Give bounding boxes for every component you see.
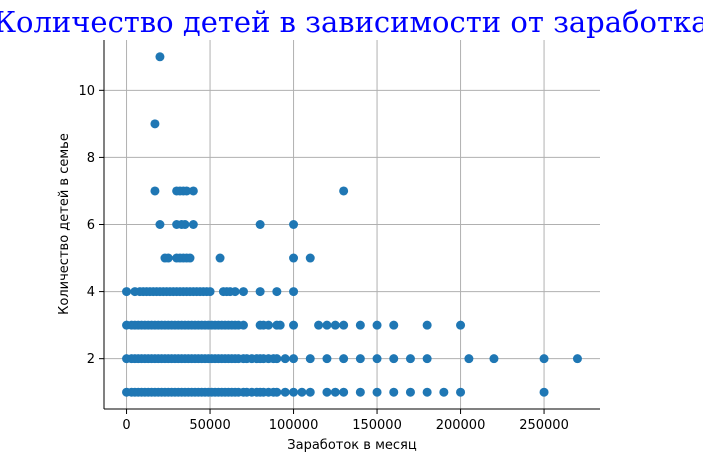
scatter-point xyxy=(330,387,340,397)
scatter-point xyxy=(155,52,165,62)
scatter-point xyxy=(314,320,324,330)
scatter-point xyxy=(188,220,198,229)
x-tick-label: 250000 xyxy=(519,418,569,433)
scatter-point xyxy=(163,253,173,263)
scatter-point xyxy=(230,287,240,297)
scatter-point xyxy=(289,287,299,297)
scatter-point xyxy=(205,287,215,297)
y-tick-label: 8 xyxy=(87,151,95,166)
scatter-point xyxy=(422,387,432,397)
scatter-point xyxy=(456,387,466,397)
x-tick-label: 0 xyxy=(122,418,130,433)
scatter-point xyxy=(464,354,474,364)
scatter-point xyxy=(180,220,190,229)
scatter-point xyxy=(182,186,192,196)
scatter-point xyxy=(339,186,349,196)
scatter-point xyxy=(215,253,225,263)
scatter-point xyxy=(355,320,365,330)
scatter-point xyxy=(339,320,349,330)
scatter-point xyxy=(405,387,415,397)
scatter-point xyxy=(355,354,365,364)
scatter-point xyxy=(322,354,332,364)
scatter-point xyxy=(372,387,382,397)
scatter-point xyxy=(456,320,466,330)
scatter-point xyxy=(389,354,399,364)
scatter-point xyxy=(355,387,365,397)
scatter-point xyxy=(405,354,415,364)
y-axis-label: Количество детей в семье xyxy=(57,133,72,315)
scatter-point xyxy=(238,320,248,330)
scatter-point xyxy=(289,253,299,263)
scatter-point xyxy=(289,320,299,330)
scatter-point xyxy=(322,320,332,330)
scatter-point xyxy=(372,354,382,364)
scatter-point xyxy=(297,387,307,397)
scatter-point xyxy=(272,287,282,297)
y-tick-label: 2 xyxy=(87,352,95,367)
scatter-point xyxy=(422,354,432,364)
scatter-point xyxy=(255,220,265,229)
scatter-point xyxy=(289,220,299,229)
scatter-point xyxy=(339,354,349,364)
x-tick-label: 150000 xyxy=(352,418,402,433)
scatter-point xyxy=(539,354,549,364)
scatter-point xyxy=(539,387,549,397)
scatter-point xyxy=(272,354,282,364)
y-tick-label: 6 xyxy=(87,218,95,233)
y-tick-label: 4 xyxy=(87,285,95,300)
x-tick-label: 200000 xyxy=(436,418,486,433)
scatter-point xyxy=(439,387,449,397)
y-tick-label: 10 xyxy=(78,84,95,99)
scatter-point xyxy=(280,387,290,397)
scatter-point xyxy=(150,119,160,129)
scatter-point xyxy=(289,354,299,364)
scatter-point xyxy=(185,253,195,263)
scatter-point xyxy=(188,186,198,196)
scatter-point xyxy=(339,387,349,397)
scatter-point xyxy=(289,387,299,397)
chart-title: Количество детей в зависимости от зарабо… xyxy=(0,5,703,39)
scatter-point xyxy=(305,387,315,397)
scatter-point xyxy=(330,320,340,330)
scatter-point xyxy=(272,387,282,397)
scatter-point xyxy=(305,253,315,263)
scatter-point xyxy=(572,354,582,364)
scatter-point xyxy=(122,287,132,297)
scatter-point xyxy=(389,320,399,330)
data-points xyxy=(122,52,582,397)
scatter-point xyxy=(263,320,273,330)
scatter-point xyxy=(275,320,285,330)
scatter-point xyxy=(150,186,160,196)
scatter-point xyxy=(255,287,265,297)
ticks: 0 50000 100000 150000 200000 250000 2 4 6 8 10 xyxy=(78,84,568,433)
scatter-point xyxy=(489,354,499,364)
scatter-point xyxy=(305,354,315,364)
scatter-point xyxy=(155,220,165,229)
scatter-point xyxy=(422,320,432,330)
x-axis-label: Заработок в месяц xyxy=(287,438,417,453)
scatter-point xyxy=(372,320,382,330)
x-tick-label: 100000 xyxy=(269,418,319,433)
x-tick-label: 50000 xyxy=(189,418,230,433)
scatter-point xyxy=(322,387,332,397)
scatter-point xyxy=(389,387,399,397)
scatter-point xyxy=(280,354,290,364)
scatter-point xyxy=(238,287,248,297)
